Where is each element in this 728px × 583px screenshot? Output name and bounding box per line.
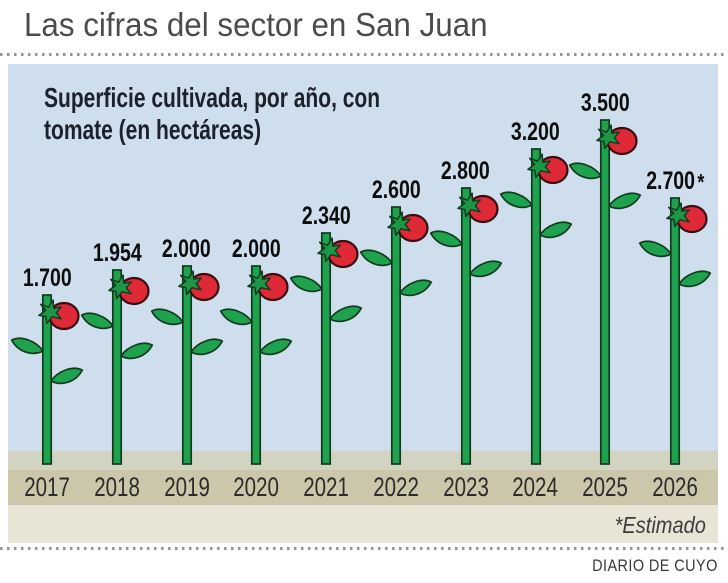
plant-leaf-right-icon	[329, 305, 363, 323]
plant-leaf-right-icon	[119, 342, 153, 360]
plant-leaf-right-icon	[50, 367, 84, 385]
tomato-calyx-icon	[526, 153, 551, 179]
tomato-plant	[220, 265, 293, 465]
tomato-calyx-icon	[456, 192, 481, 218]
tomato-calyx-icon	[317, 237, 342, 263]
tomato-plant	[429, 187, 502, 465]
page-title: Las cifras del sector en San Juan	[24, 6, 488, 43]
plant-leaf-right-icon	[468, 260, 502, 278]
plant-stem	[251, 265, 262, 465]
year-label: 2026	[652, 472, 698, 502]
footnote-estimated: *Estimado	[614, 512, 706, 538]
tomato-calyx-icon	[38, 299, 62, 325]
plant-leaf-left-icon	[80, 312, 114, 330]
value-label: 3.500	[580, 89, 630, 117]
plant-leaf-left-icon	[638, 240, 672, 258]
tomato-calyx-icon	[177, 270, 202, 296]
plant-leaf-right-icon	[678, 270, 712, 288]
value-label: 1.700	[22, 264, 72, 292]
year-label: 2023	[442, 472, 489, 502]
plant-leaf-left-icon	[220, 308, 254, 326]
year-label: 2021	[303, 472, 349, 502]
tomato-plant	[150, 265, 223, 465]
tomato-calyx-icon	[666, 202, 690, 228]
chart-subtitle-line2: tomate (en hectáreas)	[44, 114, 262, 145]
value-label: 2.600	[371, 176, 421, 204]
value-label: 1.954	[92, 239, 142, 267]
plant-leaf-left-icon	[429, 230, 463, 248]
plant-leaf-left-icon	[150, 308, 184, 326]
tomato-plant	[289, 232, 363, 465]
plant-leaf-right-icon	[608, 192, 642, 210]
tomato-calyx-icon	[596, 124, 621, 150]
value-label: 2.000	[231, 235, 281, 263]
tomato-calyx-icon	[108, 274, 132, 300]
plant-leaf-right-icon	[538, 221, 572, 239]
source-credit: DIARIO DE CUYO	[592, 556, 718, 575]
chart-subtitle: Superficie cultivada, por año, con tomat…	[44, 82, 380, 146]
plant-stem	[321, 232, 332, 465]
value-label: 2.800	[441, 157, 491, 185]
tomato-plant	[359, 206, 433, 465]
value-label: 2.340	[301, 202, 351, 230]
estimated-asterisk: *	[697, 169, 705, 195]
plant-stem	[181, 265, 192, 465]
year-label: 2020	[233, 472, 280, 502]
divider-top	[0, 53, 728, 56]
year-axis-band	[8, 470, 718, 505]
year-label: 2025	[582, 472, 629, 502]
plant-leaf-right-icon	[259, 338, 293, 356]
year-label: 2024	[512, 472, 559, 502]
chart-subtitle-line1: Superficie cultivada, por año, con	[44, 82, 381, 113]
year-label: 2019	[163, 472, 210, 502]
plant-stem	[669, 197, 681, 465]
year-label: 2017	[24, 472, 70, 502]
plant-leaf-left-icon	[359, 249, 393, 267]
tomato-plant	[80, 269, 153, 465]
value-label: 3.200	[511, 118, 560, 146]
tomato-calyx-icon	[387, 211, 411, 237]
plant-leaf-left-icon	[499, 191, 533, 209]
plant-stem	[600, 119, 611, 465]
year-label: 2022	[373, 472, 419, 502]
plant-stem	[460, 187, 471, 465]
divider-bottom	[0, 547, 728, 550]
chart-panel: Superficie cultivada, por año, con tomat…	[8, 64, 718, 543]
plant-stem	[111, 269, 122, 465]
tomato-plant	[10, 294, 84, 465]
footnote-band: *Estimado	[8, 505, 718, 543]
plant-leaf-left-icon	[10, 337, 44, 355]
plant-leaf-right-icon	[399, 279, 433, 297]
tomato-calyx-icon	[247, 270, 272, 296]
plant-leaf-right-icon	[189, 338, 223, 356]
value-label: 2.000	[162, 235, 211, 263]
plant-leaf-left-icon	[569, 162, 603, 180]
tomato-plant	[499, 148, 572, 465]
year-label: 2018	[93, 472, 140, 502]
plant-stem	[390, 206, 401, 465]
plant-stem	[530, 148, 541, 465]
tomato-plant	[638, 197, 712, 465]
value-label: 2.700 *	[645, 167, 705, 195]
plant-leaf-left-icon	[289, 275, 323, 293]
tomato-plant	[569, 119, 642, 465]
